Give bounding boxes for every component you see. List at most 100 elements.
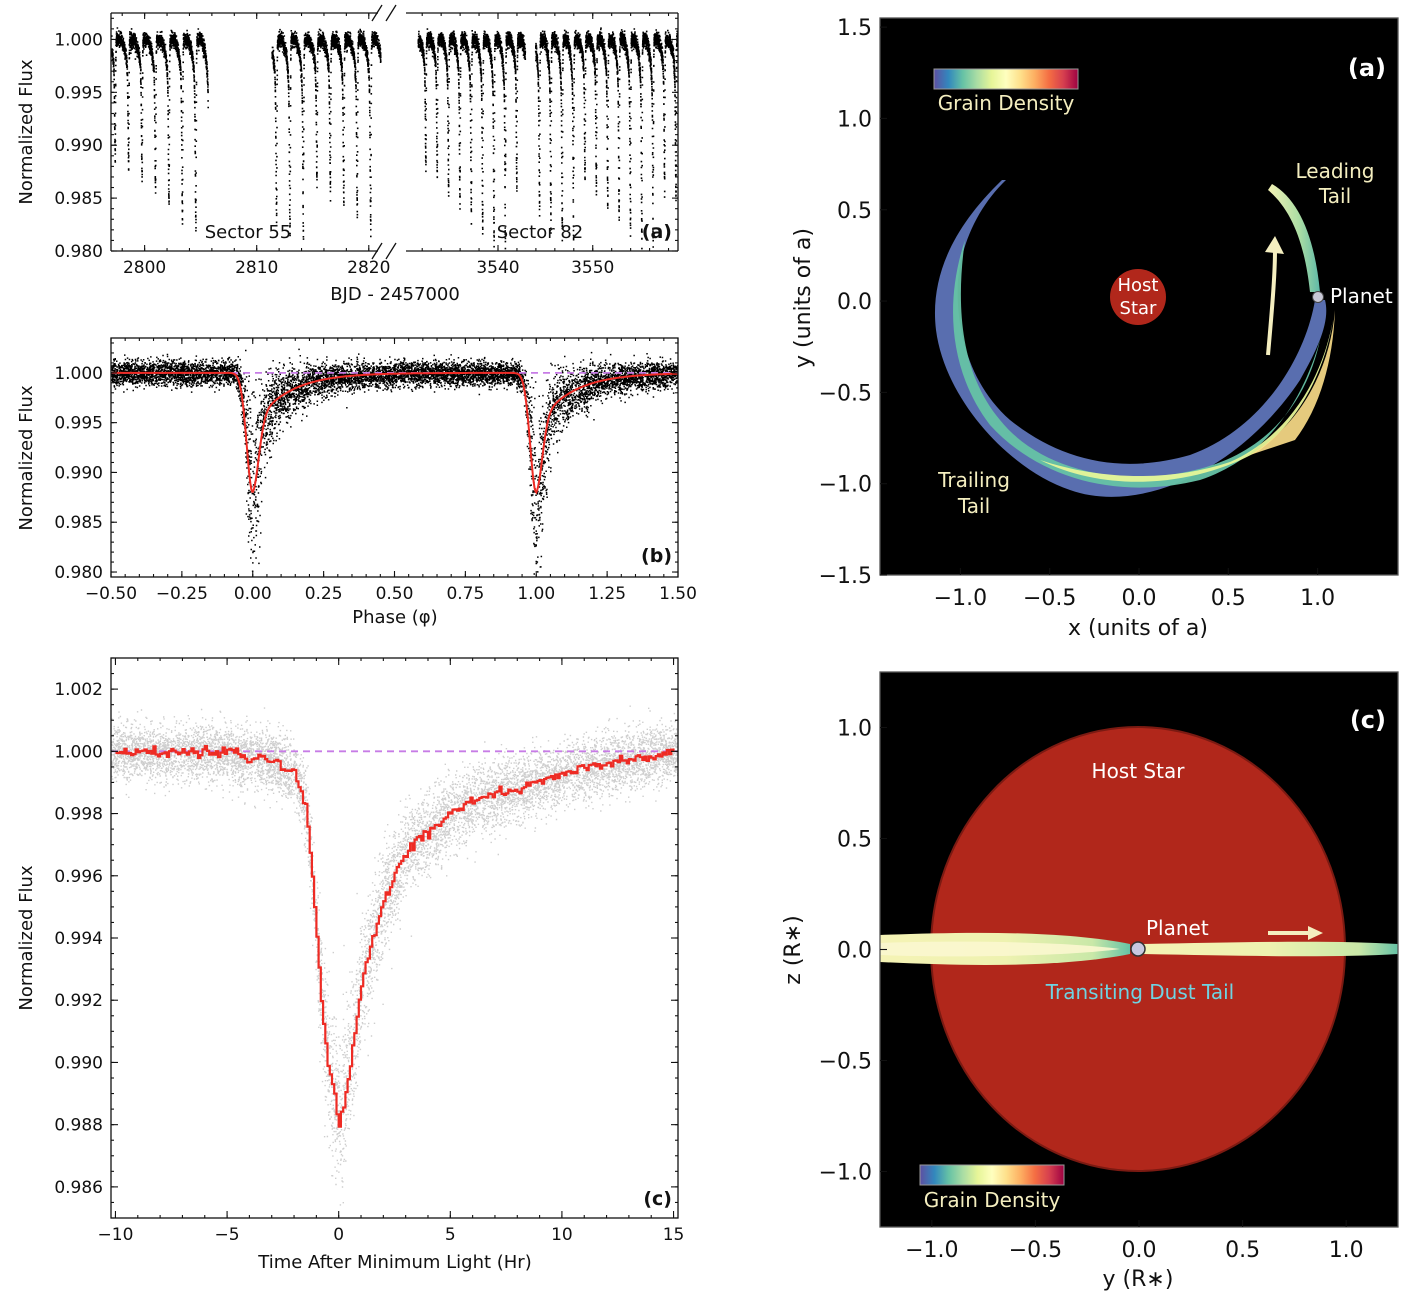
orbit-direction-arrowhead — [1265, 236, 1284, 254]
a-ytick-label: 0.990 — [54, 136, 103, 156]
b-xtick-label: 1.50 — [659, 584, 697, 604]
c-ytick-label: 1.000 — [54, 742, 103, 762]
host-star-label-1: Host — [1118, 275, 1159, 296]
colorbar-c-label: Grain Density — [924, 1188, 1061, 1212]
sa-axes-ytick-label: −1.5 — [819, 564, 872, 589]
sim-c-xlabel: y (R∗) — [1103, 1267, 1174, 1292]
sc-axes-xtick-label: 1.0 — [1329, 1238, 1364, 1263]
sim-a-ylabel: y (units of a) — [791, 228, 816, 368]
sc-axes-xtick-label: −1.0 — [905, 1238, 958, 1263]
planet-label-a: Planet — [1330, 284, 1393, 308]
c-ytick-label: 0.990 — [54, 1053, 103, 1073]
b-model-curve — [111, 371, 678, 495]
c-model-curve — [115, 745, 675, 1128]
sc-axes-xtick-label: −0.5 — [1009, 1238, 1062, 1263]
b-model-lines — [111, 371, 678, 495]
b-ytick-label: 0.995 — [54, 414, 103, 434]
trailing-tail-label-1: Trailing — [937, 468, 1010, 492]
axis-break-top-0 — [371, 4, 383, 22]
sc-axes-ytick-label: −0.5 — [819, 1050, 872, 1075]
c-ytick-label: 0.986 — [54, 1178, 103, 1198]
dust-tail-core — [880, 941, 1120, 957]
sim-a-xlabel: x (units of a) — [1068, 616, 1208, 641]
c-xtick-label: 15 — [663, 1225, 685, 1245]
sc-axes-ytick-label: −1.0 — [819, 1161, 872, 1186]
b-xtick-label: −0.25 — [156, 584, 208, 604]
host-star-label-c: Host Star — [1092, 759, 1186, 783]
panel-label-a-right: (a) — [1348, 54, 1386, 82]
c-ytick-label: 0.992 — [54, 991, 103, 1011]
planet-label-c: Planet — [1146, 916, 1209, 940]
motion-arrowhead — [1308, 926, 1323, 940]
c-xtick-label: −5 — [215, 1225, 240, 1245]
a-xtick-label: 3550 — [571, 258, 614, 278]
lightcurve-points — [111, 27, 678, 250]
sa-axes-ytick-label: 1.5 — [837, 16, 872, 41]
sa-axes-ytick-label: 0.5 — [837, 199, 872, 224]
sa-axes-ytick-label: −1.0 — [819, 473, 872, 498]
colorbar-a — [933, 68, 1079, 90]
b-phase-axes: −0.50 −0.25 0.00 0.25 0.50 0.75 1.00 1.25 1.50 1.… — [54, 337, 697, 604]
sa-axes-xtick-label: −1.0 — [934, 586, 987, 611]
a-ytick-label: 1.000 — [54, 30, 103, 50]
c-profile-axes: −10 −5 0 5 10 15 1.002 1.000 0.998 0.996 0.994 0.99… — [54, 657, 685, 1245]
b-xtick-label: 1.25 — [588, 584, 626, 604]
panel-label-c-right: (c) — [1350, 706, 1386, 734]
colorbar-a-label: Grain Density — [938, 91, 1075, 115]
sc-axes-ytick-label: 0.0 — [837, 939, 872, 964]
c-ytick-label: 1.002 — [54, 680, 103, 700]
host-star-label-2: Star — [1120, 298, 1158, 319]
c-xlabel: Time After Minimum Light (Hr) — [257, 1252, 531, 1273]
planet-marker — [1312, 291, 1324, 303]
sa-axes-xtick-label: 0.0 — [1122, 586, 1157, 611]
panel-a-lightcurve: 1.000 0.995 0.990 0.985 0.980 2800 2810 2820 354… — [16, 4, 679, 305]
b-xtick-label: 1.00 — [517, 584, 555, 604]
b-ytick-label: 0.990 — [54, 463, 103, 483]
a-xtick-label: 2820 — [347, 258, 390, 278]
a-xtick-label: 2810 — [235, 258, 278, 278]
sc-axes-xtick-label: 0.5 — [1225, 1238, 1260, 1263]
a-ylabel: Normalized Flux — [16, 59, 37, 205]
sa-axes-ytick-label: −0.5 — [819, 381, 872, 406]
sa-axes-xtick-label: 1.0 — [1300, 586, 1335, 611]
a-ytick-label: 0.985 — [54, 189, 103, 209]
sa-axes-xtick-label: 0.5 — [1211, 586, 1246, 611]
a-lightcurve-axes: 1.000 0.995 0.990 0.985 0.980 2800 2810 2820 354… — [54, 4, 679, 278]
b-ytick-label: 1.000 — [54, 364, 103, 384]
panel-label-b: (b) — [641, 545, 672, 567]
sa-axes-xtick-label: −0.5 — [1023, 586, 1076, 611]
sc-axes-ytick-label: 1.0 — [837, 717, 872, 742]
c-xtick-label: 0 — [333, 1225, 344, 1245]
panel-b-phasefold: −0.50 −0.25 0.00 0.25 0.50 0.75 1.00 1.25 1.50 1.… — [16, 337, 697, 628]
sa-axes-ytick-label: 1.0 — [837, 107, 872, 132]
leading-tail-label-1: Leading — [1296, 159, 1375, 183]
sa-axes-ytick-label: 0.0 — [837, 290, 872, 315]
panel-label-a-left: (a) — [642, 221, 672, 243]
planet-sideview — [1130, 941, 1146, 957]
a-lightcurve-points — [111, 27, 678, 250]
dust-tail-label: Transiting Dust Tail — [1045, 980, 1235, 1004]
c-xtick-label: 10 — [551, 1225, 573, 1245]
b-xtick-label: 0.50 — [376, 584, 414, 604]
panel-label-c-left: (c) — [643, 1188, 672, 1210]
sector-82-label: Sector 82 — [497, 222, 584, 243]
leading-tail-label-2: Tail — [1318, 184, 1351, 208]
colorbar-c — [919, 1164, 1065, 1186]
c-grey-points — [111, 705, 678, 1206]
sc-axes-ytick-label: 0.5 — [837, 828, 872, 853]
c-ytick-label: 0.998 — [54, 805, 103, 825]
sim-a-axes: −1.0 −0.5 0.0 0.5 1.0 1.5 1.0 0.5 0.0 −0.5 −1.0 −1.… — [819, 16, 1399, 611]
a-ytick-label: 0.995 — [54, 83, 103, 103]
sim-c-axes: −1.0 −0.5 0.0 0.5 1.0 1.0 0.5 0.0 −0.5 −1.0 — [819, 671, 1399, 1263]
host-star-disc — [1110, 269, 1166, 325]
c-ytick-label: 0.988 — [54, 1116, 103, 1136]
b-xlabel: Phase (φ) — [352, 607, 437, 628]
axis-break-top-1 — [385, 4, 397, 22]
sc-axes-xtick-label: 0.0 — [1122, 1238, 1157, 1263]
b-xtick-label: 0.00 — [234, 584, 272, 604]
a-xtick-label: 2800 — [123, 258, 166, 278]
c-ytick-label: 0.996 — [54, 867, 103, 887]
b-phase-points — [111, 348, 678, 575]
sector-55-label: Sector 55 — [205, 222, 292, 243]
b-ylabel: Normalized Flux — [16, 385, 37, 531]
